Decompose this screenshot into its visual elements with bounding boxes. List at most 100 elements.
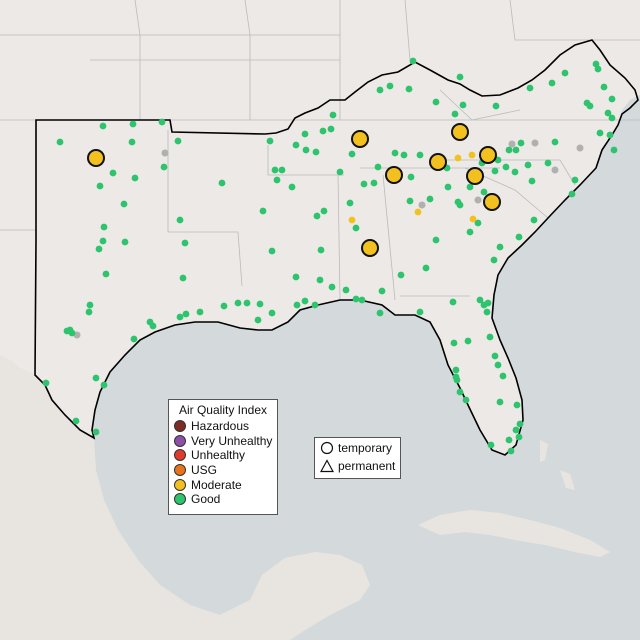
good-aqi-marker[interactable] <box>466 183 474 191</box>
good-aqi-marker[interactable] <box>449 298 457 306</box>
good-aqi-marker[interactable] <box>516 420 524 428</box>
good-aqi-marker[interactable] <box>352 295 360 303</box>
good-aqi-marker[interactable] <box>476 296 484 304</box>
good-aqi-marker[interactable] <box>409 57 417 65</box>
no-data-marker[interactable] <box>551 166 559 174</box>
good-aqi-marker[interactable] <box>196 308 204 316</box>
good-aqi-marker[interactable] <box>452 366 460 374</box>
good-aqi-marker[interactable] <box>490 256 498 264</box>
good-aqi-marker[interactable] <box>505 436 513 444</box>
good-aqi-marker[interactable] <box>422 264 430 272</box>
good-aqi-marker[interactable] <box>608 95 616 103</box>
good-aqi-marker[interactable] <box>342 286 350 294</box>
good-aqi-marker[interactable] <box>505 146 513 154</box>
good-aqi-marker[interactable] <box>320 207 328 215</box>
good-aqi-marker[interactable] <box>406 197 414 205</box>
good-aqi-marker[interactable] <box>179 274 187 282</box>
moderate-aqi-marker[interactable] <box>348 216 356 224</box>
good-aqi-marker[interactable] <box>600 83 608 91</box>
good-aqi-marker[interactable] <box>311 301 319 309</box>
good-aqi-marker[interactable] <box>86 301 94 309</box>
good-aqi-marker[interactable] <box>492 102 500 110</box>
good-aqi-marker[interactable] <box>319 127 327 135</box>
good-aqi-marker[interactable] <box>181 239 189 247</box>
good-aqi-marker[interactable] <box>234 299 242 307</box>
moderate-aqi-marker[interactable] <box>87 149 105 167</box>
good-aqi-marker[interactable] <box>129 120 137 128</box>
good-aqi-marker[interactable] <box>524 161 532 169</box>
good-aqi-marker[interactable] <box>121 238 129 246</box>
good-aqi-marker[interactable] <box>594 65 602 73</box>
good-aqi-marker[interactable] <box>610 146 618 154</box>
good-aqi-marker[interactable] <box>513 401 521 409</box>
good-aqi-marker[interactable] <box>313 212 321 220</box>
good-aqi-marker[interactable] <box>407 173 415 181</box>
good-aqi-marker[interactable] <box>444 183 452 191</box>
good-aqi-marker[interactable] <box>426 195 434 203</box>
good-aqi-marker[interactable] <box>450 339 458 347</box>
good-aqi-marker[interactable] <box>358 296 366 304</box>
good-aqi-marker[interactable] <box>606 131 614 139</box>
good-aqi-marker[interactable] <box>459 101 467 109</box>
good-aqi-marker[interactable] <box>568 190 576 198</box>
good-aqi-marker[interactable] <box>100 381 108 389</box>
good-aqi-marker[interactable] <box>499 372 507 380</box>
no-data-marker[interactable] <box>418 201 426 209</box>
good-aqi-marker[interactable] <box>218 179 226 187</box>
good-aqi-marker[interactable] <box>160 163 168 171</box>
good-aqi-marker[interactable] <box>360 180 368 188</box>
good-aqi-marker[interactable] <box>292 273 300 281</box>
good-aqi-marker[interactable] <box>302 146 310 154</box>
good-aqi-marker[interactable] <box>336 168 344 176</box>
good-aqi-marker[interactable] <box>416 308 424 316</box>
good-aqi-marker[interactable] <box>454 198 462 206</box>
good-aqi-marker[interactable] <box>586 102 594 110</box>
good-aqi-marker[interactable] <box>317 246 325 254</box>
good-aqi-marker[interactable] <box>99 122 107 130</box>
good-aqi-marker[interactable] <box>128 138 136 146</box>
good-aqi-marker[interactable] <box>346 199 354 207</box>
moderate-aqi-marker[interactable] <box>414 208 422 216</box>
good-aqi-marker[interactable] <box>92 374 100 382</box>
good-aqi-marker[interactable] <box>376 86 384 94</box>
good-aqi-marker[interactable] <box>109 169 117 177</box>
good-aqi-marker[interactable] <box>496 398 504 406</box>
good-aqi-marker[interactable] <box>466 228 474 236</box>
moderate-aqi-marker[interactable] <box>454 154 462 162</box>
good-aqi-marker[interactable] <box>391 149 399 157</box>
good-aqi-marker[interactable] <box>182 310 190 318</box>
good-aqi-marker[interactable] <box>374 163 382 171</box>
good-aqi-marker[interactable] <box>386 82 394 90</box>
good-aqi-marker[interactable] <box>483 308 491 316</box>
good-aqi-marker[interactable] <box>174 137 182 145</box>
good-aqi-marker[interactable] <box>405 85 413 93</box>
moderate-aqi-marker[interactable] <box>469 215 477 223</box>
good-aqi-marker[interactable] <box>85 308 93 316</box>
no-data-marker[interactable] <box>161 149 169 157</box>
good-aqi-marker[interactable] <box>370 179 378 187</box>
good-aqi-marker[interactable] <box>176 216 184 224</box>
good-aqi-marker[interactable] <box>99 237 107 245</box>
moderate-aqi-marker[interactable] <box>351 130 369 148</box>
good-aqi-marker[interactable] <box>512 146 520 154</box>
good-aqi-marker[interactable] <box>608 114 616 122</box>
good-aqi-marker[interactable] <box>158 118 166 126</box>
good-aqi-marker[interactable] <box>259 207 267 215</box>
good-aqi-marker[interactable] <box>268 247 276 255</box>
good-aqi-marker[interactable] <box>511 168 519 176</box>
good-aqi-marker[interactable] <box>462 396 470 404</box>
moderate-aqi-marker[interactable] <box>468 151 476 159</box>
good-aqi-marker[interactable] <box>271 166 279 174</box>
good-aqi-marker[interactable] <box>301 297 309 305</box>
good-aqi-marker[interactable] <box>348 150 356 158</box>
good-aqi-marker[interactable] <box>480 188 488 196</box>
good-aqi-marker[interactable] <box>176 313 184 321</box>
good-aqi-marker[interactable] <box>243 299 251 307</box>
good-aqi-marker[interactable] <box>517 139 525 147</box>
good-aqi-marker[interactable] <box>494 361 502 369</box>
no-data-marker[interactable] <box>531 139 539 147</box>
good-aqi-marker[interactable] <box>328 283 336 291</box>
good-aqi-marker[interactable] <box>496 243 504 251</box>
good-aqi-marker[interactable] <box>526 84 534 92</box>
